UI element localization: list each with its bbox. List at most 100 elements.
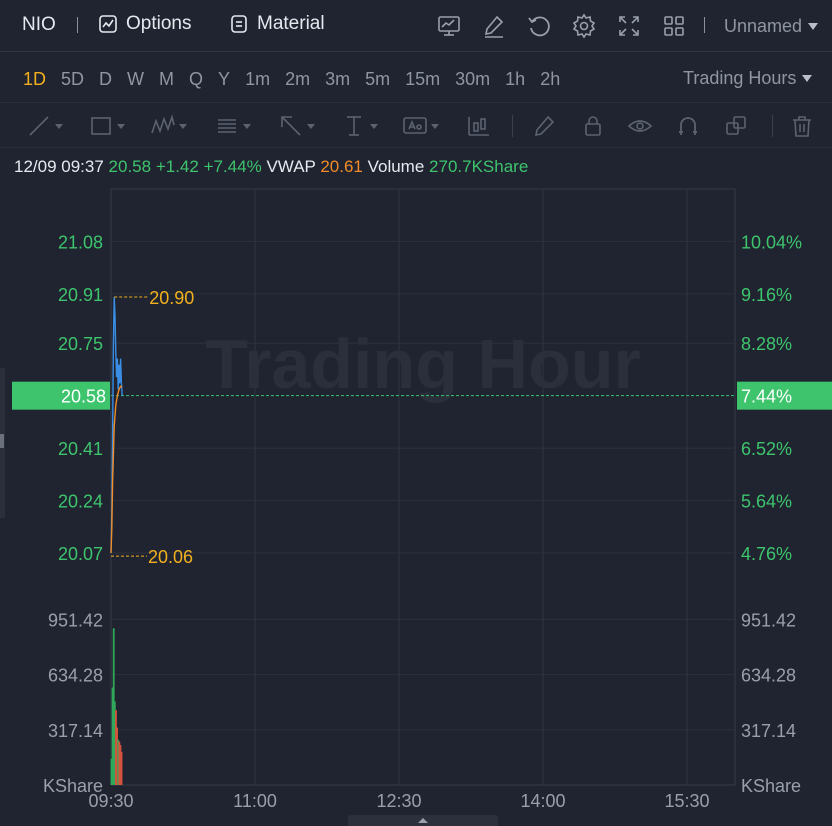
material-button[interactable]: Material — [229, 13, 325, 35]
intraday-chart[interactable]: 09:30 11:00 12:30 14:00 15:30 21.08 10.04% 20.9… — [0, 185, 832, 815]
arrow-tool-button[interactable] — [278, 113, 315, 139]
time-axis-label: 09:30 — [88, 791, 133, 811]
measure-icon — [347, 116, 361, 136]
percent-axis-label: 9.16% — [741, 285, 792, 305]
period-tab-2h[interactable]: 2h — [540, 69, 561, 89]
price-axis-label: 20.07 — [58, 544, 103, 564]
top-toolbar: NIO Options Material — [0, 0, 832, 52]
refresh-icon — [528, 16, 550, 37]
percent-axis-label: 8.28% — [741, 334, 792, 354]
current-price-tag-label: 20.58 — [61, 387, 106, 407]
chevron-down-icon — [179, 123, 187, 129]
quote-change-pct: +7.44% — [203, 157, 262, 176]
wave-pattern-button[interactable] — [150, 113, 187, 139]
trash-icon — [793, 116, 811, 137]
volume-axis-label-right: 951.42 — [741, 610, 796, 630]
plot-frame — [110, 188, 736, 786]
period-tab-15m[interactable]: 15m — [405, 69, 441, 89]
current-price-tag — [12, 381, 110, 410]
measure-tool-button[interactable] — [341, 113, 378, 139]
price-axis-label: 20.91 — [58, 285, 103, 305]
time-axis-label: 11:00 — [233, 791, 277, 811]
magnet-button[interactable] — [675, 113, 701, 139]
visibility-button[interactable] — [627, 113, 653, 139]
text-annotation-icon — [403, 117, 427, 134]
chart-screen-icon — [438, 16, 460, 36]
quote-datetime: 12/09 09:37 — [14, 157, 104, 176]
percent-axis-label: 6.52% — [741, 439, 792, 459]
document-icon — [231, 15, 247, 33]
period-tab-1d[interactable]: 1D — [23, 69, 47, 89]
period-tab-5d[interactable]: 5D — [61, 69, 85, 89]
layout-select[interactable]: Unnamed — [724, 16, 819, 37]
quote-info-line: 12/09 09:37 20.58 +1.42 +7.44% VWAP 20.6… — [14, 157, 528, 177]
drawing-toolbar — [0, 102, 832, 148]
quote-price: 20.58 — [108, 157, 152, 176]
chevron-down-icon — [431, 123, 439, 129]
chevron-down-icon — [117, 123, 125, 129]
layout-grid-button[interactable] — [661, 13, 687, 39]
text-annotation-button[interactable] — [402, 113, 439, 139]
line-tool-button[interactable] — [26, 113, 63, 139]
period-tab-w[interactable]: W — [127, 69, 145, 89]
quote-change: +1.42 — [155, 157, 199, 176]
rectangle-tool-button[interactable] — [88, 113, 125, 139]
pen-tool-button[interactable] — [531, 113, 557, 139]
indicator-button[interactable] — [466, 113, 492, 139]
tool-divider — [512, 115, 513, 137]
gear-icon — [572, 13, 596, 39]
lock-button[interactable] — [580, 113, 606, 139]
chevron-down-icon — [808, 23, 819, 30]
price-axis-label: 21.08 — [58, 232, 103, 252]
period-tab-q[interactable]: Q — [189, 69, 204, 89]
volume-bar — [115, 710, 117, 785]
period-tab-m[interactable]: M — [159, 69, 175, 89]
period-tab-3m[interactable]: 3m — [325, 69, 351, 89]
period-tab-d[interactable]: D — [99, 69, 113, 89]
period-tab-1h[interactable]: 1h — [505, 69, 526, 89]
bottom-panel-toggle[interactable] — [348, 815, 498, 826]
chart-screen-button[interactable] — [436, 13, 462, 39]
period-tab-1m[interactable]: 1m — [245, 69, 271, 89]
layers-icon — [726, 116, 746, 135]
toolbar-divider — [77, 17, 78, 33]
volume-bar — [110, 758, 113, 785]
period-tab-5m[interactable]: 5m — [365, 69, 391, 89]
layers-button[interactable] — [723, 113, 749, 139]
grid-layout-icon — [664, 16, 684, 36]
period-tab-30m[interactable]: 30m — [455, 69, 491, 89]
side-panel-toggle[interactable] — [0, 434, 4, 448]
tool-divider — [772, 115, 773, 137]
price-axis-label: 20.24 — [58, 492, 103, 512]
period-tab-y[interactable]: Y — [218, 69, 231, 89]
volume-axis-label: KShare — [43, 776, 103, 796]
current-percent-tag-label: 7.44% — [741, 387, 792, 407]
percent-axis-label: 4.76% — [741, 544, 792, 564]
options-button[interactable]: Options — [98, 13, 191, 35]
chart-watermark: Trading Hour — [205, 325, 641, 403]
fullscreen-button[interactable] — [616, 13, 642, 39]
fibonacci-button[interactable] — [214, 113, 251, 139]
options-label: Options — [126, 13, 192, 34]
refresh-button[interactable] — [526, 13, 552, 39]
delete-drawings-button[interactable] — [789, 113, 815, 139]
symbol-name[interactable]: NIO — [22, 14, 56, 35]
settings-button[interactable] — [571, 13, 597, 39]
eye-icon — [627, 120, 653, 132]
volume-label: Volume — [367, 157, 425, 176]
time-axis-label: 12:30 — [376, 791, 421, 811]
edit-button[interactable] — [481, 13, 507, 39]
session-select[interactable]: Trading Hours — [683, 68, 813, 89]
period-tab-2m[interactable]: 2m — [285, 69, 311, 89]
arrow-icon — [281, 116, 301, 136]
candle-indicator-icon — [468, 117, 489, 136]
material-label: Material — [257, 13, 325, 34]
price-series-line — [110, 296, 123, 553]
volume-bar — [117, 739, 120, 785]
period-bar: 1D 5D D W M Q Y 1m 2m 3m 5m 15m 30m 1h 2h Trading Hour… — [0, 54, 832, 102]
percent-axis-label: 5.64% — [741, 492, 792, 512]
chevron-down-icon — [55, 123, 63, 129]
chevron-down-icon — [243, 123, 251, 129]
rectangle-tool-icon — [91, 117, 111, 135]
